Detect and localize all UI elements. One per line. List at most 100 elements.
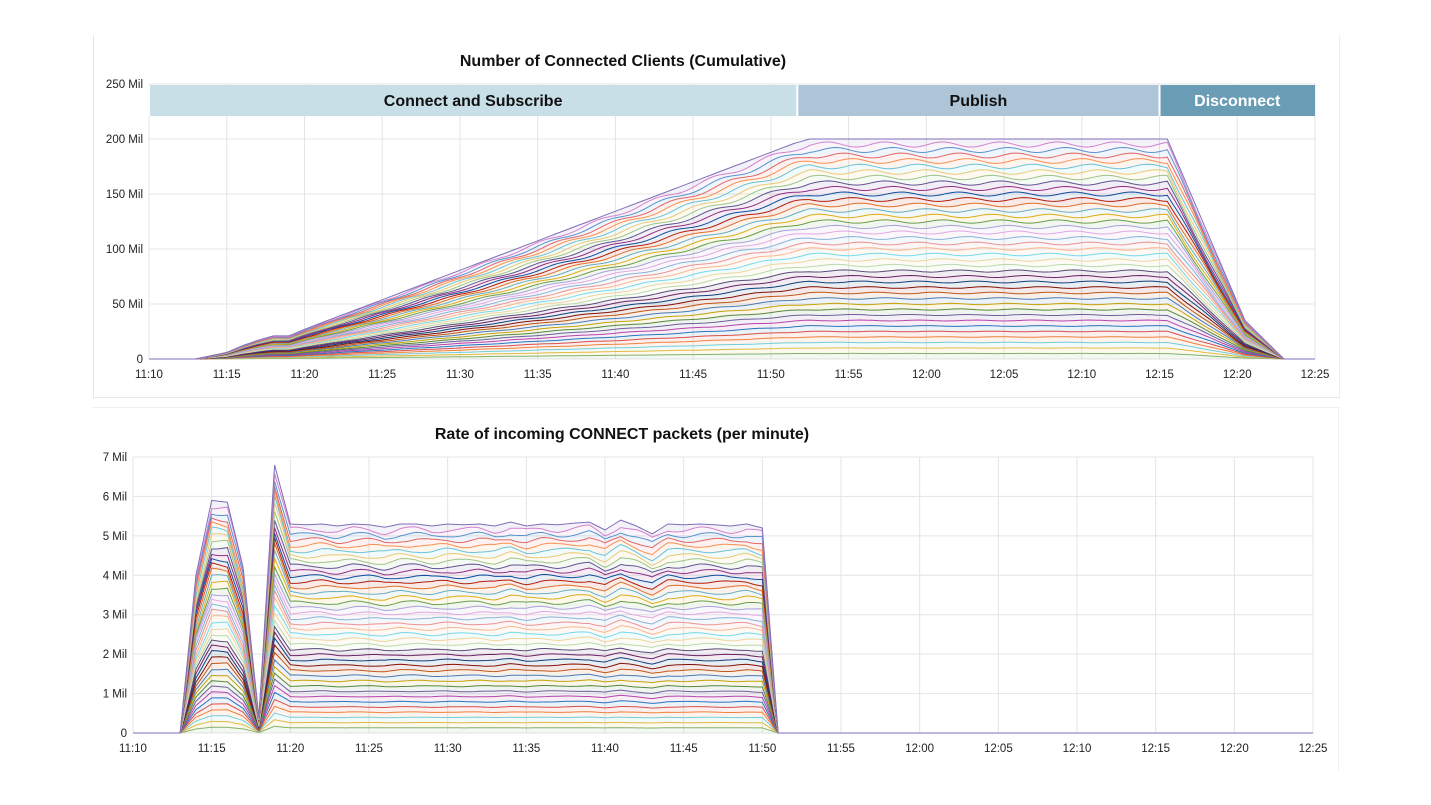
series-area bbox=[133, 706, 1313, 733]
y-tick-label: 3 Mil bbox=[103, 610, 127, 622]
x-tick-label: 11:15 bbox=[198, 743, 226, 755]
y-tick-label: 50 Mil bbox=[112, 299, 143, 311]
series-line bbox=[149, 213, 1315, 360]
series-area bbox=[149, 336, 1315, 359]
series-line bbox=[149, 274, 1315, 360]
y-tick-label: 0 bbox=[137, 354, 143, 366]
x-tick-label: 12:00 bbox=[905, 743, 934, 755]
series-area bbox=[133, 638, 1313, 733]
series-area bbox=[149, 297, 1315, 359]
series-area bbox=[133, 652, 1313, 733]
series-area bbox=[133, 719, 1313, 733]
series-areas bbox=[133, 464, 1313, 734]
series-line bbox=[149, 352, 1315, 360]
y-tick-label: 5 Mil bbox=[103, 531, 127, 543]
series-line bbox=[149, 280, 1315, 360]
y-tick-label: 100 Mil bbox=[106, 244, 143, 256]
series-area bbox=[133, 626, 1313, 733]
series-line bbox=[149, 235, 1315, 360]
series-line bbox=[149, 146, 1315, 360]
series-area bbox=[133, 537, 1313, 733]
series-area bbox=[133, 645, 1313, 733]
x-tick-label: 11:35 bbox=[512, 743, 540, 755]
connected-clients-chart: Number of Connected Clients (Cumulative)… bbox=[106, 53, 1330, 381]
series-line bbox=[149, 325, 1315, 360]
series-area bbox=[133, 502, 1313, 733]
y-tick-label: 250 Mil bbox=[106, 79, 143, 91]
series-line bbox=[149, 314, 1315, 360]
series-area bbox=[133, 679, 1313, 733]
series-line bbox=[149, 202, 1315, 360]
y-tick-label: 6 Mil bbox=[103, 491, 127, 503]
series-line bbox=[149, 347, 1315, 360]
series-line bbox=[149, 258, 1315, 360]
series-line bbox=[149, 219, 1315, 360]
series-line bbox=[149, 252, 1315, 360]
series-area bbox=[149, 314, 1315, 359]
series-line bbox=[133, 464, 1313, 734]
phase-label: Connect and Subscribe bbox=[384, 93, 563, 110]
series-area bbox=[133, 590, 1313, 733]
series-line bbox=[149, 308, 1315, 360]
x-tick-label: 11:55 bbox=[835, 369, 863, 381]
y-tick-label: 2 Mil bbox=[103, 649, 127, 661]
series-area bbox=[133, 666, 1313, 733]
series-line bbox=[149, 336, 1315, 360]
y-tick-label: 150 Mil bbox=[106, 189, 143, 201]
series-area bbox=[133, 495, 1313, 733]
series-line bbox=[149, 330, 1315, 360]
phase-band bbox=[797, 85, 1160, 116]
series-line bbox=[149, 152, 1315, 360]
series-area bbox=[149, 331, 1315, 359]
connect-rate-panel: Rate of incoming CONNECT packets (per mi… bbox=[93, 407, 1339, 770]
series-area bbox=[133, 613, 1313, 733]
connected-clients-panel: Number of Connected Clients (Cumulative)… bbox=[93, 35, 1340, 398]
x-tick-label: 12:20 bbox=[1220, 743, 1249, 755]
series-line bbox=[149, 158, 1315, 360]
series-line bbox=[149, 163, 1315, 360]
x-tick-label: 12:25 bbox=[1301, 369, 1330, 381]
phase-band bbox=[149, 85, 798, 116]
series-line bbox=[149, 263, 1315, 360]
series-line bbox=[149, 286, 1315, 360]
series-area bbox=[149, 281, 1315, 359]
x-tick-label: 11:50 bbox=[748, 743, 776, 755]
x-tick-label: 11:10 bbox=[119, 743, 147, 755]
x-tick-label: 12:20 bbox=[1223, 369, 1252, 381]
series-line bbox=[149, 319, 1315, 360]
series-area bbox=[133, 579, 1313, 733]
x-tick-label: 11:45 bbox=[679, 369, 707, 381]
x-tick-label: 11:10 bbox=[135, 369, 163, 381]
x-tick-label: 11:30 bbox=[446, 369, 474, 381]
y-tick-label: 0 bbox=[121, 728, 127, 740]
y-axis: 0 50 Mil 100 Mil 150 Mil 200 Mil 250 Mil bbox=[106, 79, 143, 366]
y-tick-label: 7 Mil bbox=[103, 452, 127, 464]
y-axis: 0 1 Mil 2 Mil 3 Mil 4 Mil 5 Mil 6 Mil 7 Mil bbox=[103, 452, 127, 740]
x-tick-label: 11:40 bbox=[591, 743, 619, 755]
series-area bbox=[149, 320, 1315, 359]
x-tick-label: 11:40 bbox=[601, 369, 629, 381]
y-tick-label: 200 Mil bbox=[106, 134, 143, 146]
series-area bbox=[133, 713, 1313, 733]
series-areas bbox=[149, 138, 1315, 360]
x-tick-label: 11:45 bbox=[670, 743, 698, 755]
series-area bbox=[133, 597, 1313, 733]
series-area bbox=[133, 605, 1313, 733]
series-area bbox=[149, 353, 1315, 359]
x-axis: 11:10 11:15 11:20 11:25 11:30 11:35 11:40 11:45… bbox=[119, 743, 1327, 755]
series-area bbox=[149, 342, 1315, 359]
chart-title: Number of Connected Clients (Cumulative) bbox=[460, 53, 786, 70]
y-tick-label: 4 Mil bbox=[103, 570, 127, 582]
phase-label: Disconnect bbox=[1194, 93, 1281, 110]
x-tick-label: 12:10 bbox=[1063, 743, 1092, 755]
series-area bbox=[133, 699, 1313, 733]
x-tick-label: 12:25 bbox=[1299, 743, 1328, 755]
series-area bbox=[133, 620, 1313, 733]
series-area bbox=[133, 632, 1313, 733]
series-line bbox=[149, 269, 1315, 360]
x-tick-label: 11:15 bbox=[213, 369, 241, 381]
phase-band bbox=[1159, 85, 1315, 116]
series-line bbox=[149, 191, 1315, 360]
chart-title: Rate of incoming CONNECT packets (per mi… bbox=[435, 426, 809, 443]
x-tick-label: 12:15 bbox=[1141, 743, 1170, 755]
